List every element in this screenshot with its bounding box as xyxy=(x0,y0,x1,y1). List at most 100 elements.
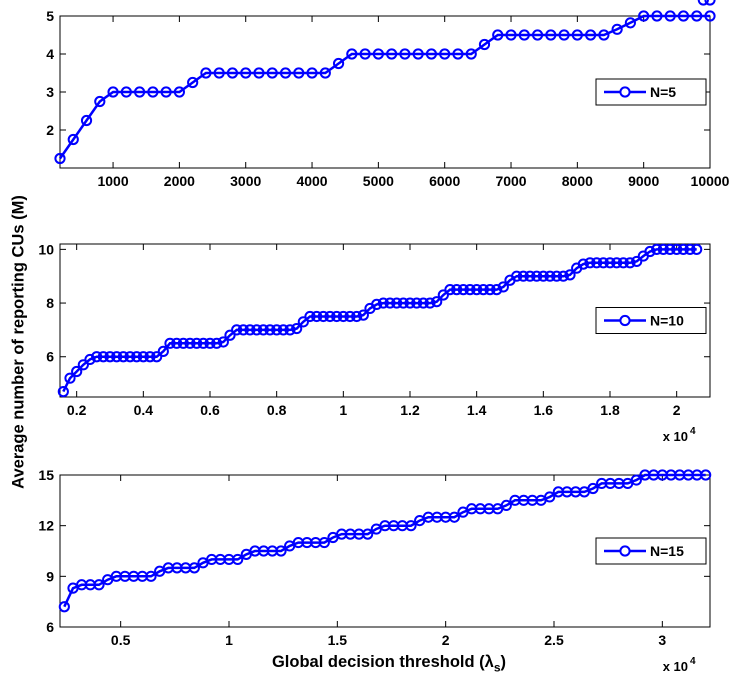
legend-marker xyxy=(619,86,631,98)
data-point xyxy=(351,310,363,323)
data-point xyxy=(319,67,331,79)
data-point xyxy=(197,337,209,349)
x-axis-multiplier-exponent: 4 xyxy=(690,656,696,667)
data-point xyxy=(630,474,642,486)
data-point xyxy=(439,48,451,60)
data-point xyxy=(397,297,409,309)
data-point xyxy=(80,114,93,127)
data-point xyxy=(457,284,469,296)
data-point xyxy=(97,351,109,363)
data-point xyxy=(511,270,523,282)
data-point xyxy=(93,579,105,591)
data-point xyxy=(465,48,477,60)
data-point xyxy=(111,351,123,363)
data-point xyxy=(200,67,212,79)
x-tick-label: 10000 xyxy=(691,173,730,189)
data-point xyxy=(451,284,463,296)
data-point xyxy=(120,86,132,98)
x-tick-label: 1.6 xyxy=(534,402,554,418)
data-point xyxy=(253,67,265,79)
data-point xyxy=(57,386,69,398)
legend-label: N=15 xyxy=(650,543,684,559)
x-axis-label-subscript: s xyxy=(493,660,501,675)
data-point xyxy=(624,17,637,29)
data-point xyxy=(151,351,163,363)
data-point xyxy=(277,324,289,336)
data-point xyxy=(411,297,423,309)
x-axis-multiplier-exponent: 4 xyxy=(690,426,696,437)
data-point xyxy=(391,297,403,309)
data-point xyxy=(131,351,143,363)
x-tick-label: 0.4 xyxy=(134,402,154,418)
data-point xyxy=(691,243,703,255)
data-point xyxy=(157,345,169,357)
data-point xyxy=(617,257,629,269)
data-point xyxy=(518,29,530,41)
data-point xyxy=(704,0,716,6)
data-point xyxy=(271,324,283,336)
data-point xyxy=(362,528,374,540)
data-point xyxy=(431,296,443,308)
data-point xyxy=(551,270,563,282)
x-tick-label: 0.5 xyxy=(111,632,131,648)
data-point xyxy=(558,29,570,41)
data-point xyxy=(500,499,512,511)
data-point xyxy=(544,491,556,503)
series-line xyxy=(58,14,710,160)
data-point xyxy=(604,257,616,269)
data-point xyxy=(104,351,116,363)
data-point xyxy=(478,38,491,51)
data-point xyxy=(424,297,436,309)
data-point xyxy=(537,270,549,282)
data-point xyxy=(664,243,676,255)
data-point xyxy=(684,243,696,255)
data-point xyxy=(71,365,83,378)
data-point xyxy=(544,270,556,282)
data-point xyxy=(147,86,159,98)
data-point xyxy=(306,67,318,79)
x-axis-multiplier: x 10 xyxy=(663,659,688,674)
data-point xyxy=(412,48,424,60)
data-point xyxy=(497,281,509,293)
x-tick-label: 3000 xyxy=(230,173,261,189)
x-axis-multiplier: x 10 xyxy=(663,429,688,444)
data-point xyxy=(191,337,203,349)
data-point xyxy=(671,243,683,255)
data-point xyxy=(144,351,156,363)
x-tick-label: 2 xyxy=(673,402,681,418)
x-tick-label: 8000 xyxy=(562,173,593,189)
data-point xyxy=(452,48,464,60)
y-axis-label-text: Average number of reporting CUs (M) xyxy=(9,194,28,489)
data-point xyxy=(587,482,599,495)
data-point xyxy=(231,324,243,336)
legend: N=5 xyxy=(595,78,707,106)
data-point xyxy=(651,10,663,22)
data-point xyxy=(311,310,323,323)
data-point xyxy=(471,284,483,296)
data-point xyxy=(54,152,66,165)
data-point xyxy=(697,0,709,6)
data-point xyxy=(491,284,503,296)
data-point xyxy=(133,86,146,98)
y-tick-label: 2 xyxy=(46,122,54,138)
data-point xyxy=(145,570,157,582)
data-point xyxy=(386,48,398,60)
data-point xyxy=(91,351,103,363)
data-point xyxy=(67,133,79,146)
data-point xyxy=(226,67,239,79)
data-point xyxy=(585,29,597,41)
x-tick-label: 2.5 xyxy=(544,632,564,648)
y-tick-label: 5 xyxy=(46,8,54,24)
data-point xyxy=(117,351,129,363)
x-tick-label: 1 xyxy=(225,632,233,648)
y-tick-label: 4 xyxy=(46,46,54,62)
data-point xyxy=(224,329,236,341)
x-tick-label: 4000 xyxy=(296,173,327,189)
x-tick-label: 1.5 xyxy=(328,632,348,648)
data-point xyxy=(545,29,557,41)
x-tick-label: 2000 xyxy=(164,173,195,189)
data-point xyxy=(584,257,596,269)
series-line xyxy=(63,473,706,608)
